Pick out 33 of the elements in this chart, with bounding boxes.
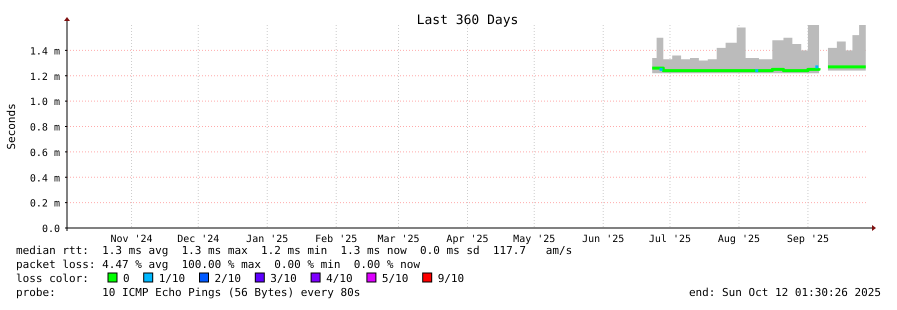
legend-label: 1/10 xyxy=(158,272,186,285)
x-tick-label: Mar '25 xyxy=(377,234,420,245)
y-tick-label: 0.8 m xyxy=(30,122,60,134)
legend-label: 0 xyxy=(123,272,130,285)
x-tick-label: Feb '25 xyxy=(315,234,358,245)
legend-label: 9/10 xyxy=(438,272,464,285)
y-tick-label: 0.2 m xyxy=(30,198,60,210)
y-axis-title: Seconds xyxy=(5,103,18,150)
y-tick-label: 1.0 m xyxy=(30,97,60,108)
x-tick-label: Sep '25 xyxy=(786,234,830,245)
legend-label: 4/10 xyxy=(326,272,353,285)
x-tick-label: Dec '24 xyxy=(177,234,220,245)
text: median rtt: 1.3 ms avg 1.3 ms max 1.2 ms min 1.3 ms now 0.0 ms sd 117.7 am/s xyxy=(16,244,572,257)
chart-title: Last 360 Days xyxy=(416,13,518,28)
legend-title: loss color: xyxy=(16,272,89,285)
y-tick-label: 1.4 m xyxy=(30,46,60,58)
x-tick-label: Jan '25 xyxy=(246,234,288,245)
y-tick-label: 0.6 m xyxy=(30,148,60,159)
y-tick-label: 1.2 m xyxy=(30,72,60,83)
legend-label: 3/10 xyxy=(270,272,297,285)
x-tick-label: Jul '25 xyxy=(648,234,692,245)
y-tick-label: 0.0 xyxy=(42,224,60,235)
text: packet loss: 4.47 % avg 100.00 % max 0.00 % min 0.00 % now xyxy=(16,258,420,271)
legend-label: 2/10 xyxy=(214,272,241,285)
x-tick-label: Nov '24 xyxy=(110,234,153,245)
x-tick-label: May '25 xyxy=(513,234,556,245)
legend-label: 5/10 xyxy=(382,272,408,285)
y-tick-label: 0.4 m xyxy=(30,173,60,184)
text: probe: 10 ICMP Echo Pings (56 Bytes) every 80s xyxy=(16,286,360,299)
text: end: Sun Oct 12 01:30:26 2025 xyxy=(688,286,881,299)
x-tick-label: Apr '25 xyxy=(446,234,489,245)
x-tick-label: Jun '25 xyxy=(582,234,624,245)
x-tick-label: Aug '25 xyxy=(718,234,760,245)
